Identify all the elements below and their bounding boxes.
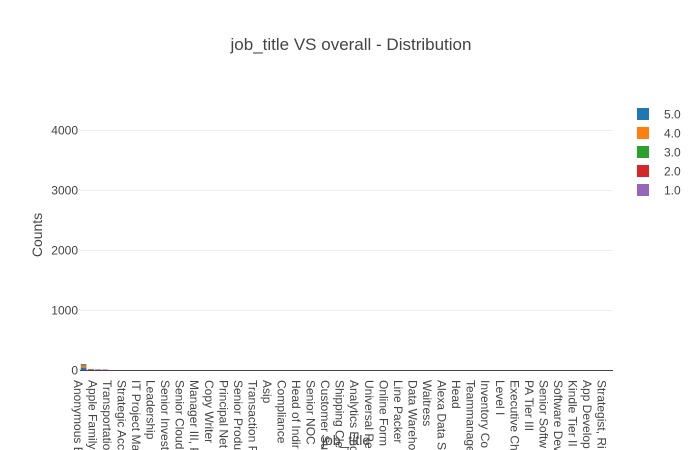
- bar-segment: [87, 369, 94, 371]
- y-tick-label: 3000: [51, 184, 78, 198]
- legend-swatch: [637, 184, 649, 196]
- bar-segment: [80, 365, 87, 368]
- legend-label: 2.0: [664, 165, 681, 179]
- legend-swatch: [637, 146, 649, 158]
- legend-swatch: [637, 108, 649, 120]
- y-axis-title: Counts: [29, 213, 45, 257]
- x-tick-label: Manager III, P: [187, 380, 201, 450]
- x-tick-label: Leadership: [144, 380, 158, 440]
- legend-swatch: [637, 165, 649, 177]
- bar-segment: [87, 368, 94, 370]
- x-tick-label: Senior Invest: [158, 380, 172, 450]
- x-tick-label: Asip: [260, 380, 274, 404]
- x-tick-label: Software Dev: [551, 380, 565, 450]
- bar-segment: [80, 364, 87, 366]
- x-tick-label: Transaction R: [245, 380, 259, 450]
- legend-label: 4.0: [664, 127, 681, 141]
- legend-swatch: [637, 127, 649, 139]
- bar-segment: [102, 369, 109, 371]
- bar-segment: [80, 367, 87, 370]
- legend: 5.0 4.0 3.0 2.0 1.0: [637, 108, 681, 198]
- x-tick-label: Line Packer: [391, 380, 405, 443]
- x-tick-label: Customer Su: [318, 380, 332, 450]
- x-tick-label: Transportatio: [100, 380, 114, 450]
- x-tick-label: Inventory Co: [478, 380, 492, 448]
- legend-label: 5.0: [664, 108, 681, 122]
- x-tick-label: Level I: [493, 380, 507, 415]
- x-tick-label: Executive Ch: [507, 380, 521, 450]
- x-tick-label: Senior Softw: [536, 380, 550, 448]
- x-axis-title: job_title: [321, 432, 370, 448]
- x-tick-label: Copy Writer: [202, 380, 216, 443]
- x-tick-label: Senior Produ: [231, 380, 245, 450]
- x-tick-label: Analytics Eng: [347, 380, 361, 450]
- x-tick-label: Senior Cloud: [173, 380, 187, 449]
- chart-title: job_title VS overall - Distribution: [230, 35, 472, 54]
- y-tick-label: 1000: [51, 304, 78, 318]
- x-tick-labels: Anonymous E Apple Family Transportatio Stra…: [71, 380, 609, 450]
- y-tick-label: 4000: [51, 124, 78, 138]
- x-tick-label: Anonymous E: [71, 380, 85, 450]
- bar-segment: [95, 369, 101, 370]
- x-tick-label: Shipping Cle: [333, 380, 347, 448]
- x-tick-label: Principal Net: [216, 380, 230, 449]
- x-tick-label: App Develop: [580, 380, 594, 449]
- x-tick-label: Compliance: [275, 380, 289, 444]
- bar-segment: [80, 364, 87, 365]
- x-tick-label: PA Tier III: [522, 380, 536, 431]
- bar-segment: [80, 364, 87, 365]
- gridlines: [80, 130, 613, 311]
- x-tick-label: Strategist, Ri: [595, 380, 609, 449]
- x-tick-label: Apple Family: [85, 380, 99, 449]
- x-tick-label: Head: [449, 380, 463, 409]
- y-tick-labels: 0 1000 2000 3000 4000: [51, 124, 78, 378]
- x-tick-label: Head of Indir: [289, 380, 303, 449]
- y-tick-label: 0: [71, 364, 78, 378]
- legend-label: 1.0: [664, 184, 681, 198]
- x-tick-label: Kindle Tier II: [566, 380, 580, 447]
- y-tick-label: 2000: [51, 244, 78, 258]
- x-tick-label: Universal Re: [362, 380, 376, 449]
- legend-label: 3.0: [664, 146, 681, 160]
- x-tick-label: Waitress: [420, 380, 434, 426]
- x-tick-label: Strategic Acc: [115, 380, 129, 450]
- x-tick-label: Data Wareho: [406, 380, 420, 450]
- x-tick-label: Senior NOC: [304, 380, 318, 445]
- x-tick-label: Alexa Data S: [435, 380, 449, 450]
- bars: [80, 364, 109, 371]
- x-tick-label: Teammanage: [464, 380, 478, 450]
- x-tick-label: Online Form: [376, 380, 390, 446]
- x-tick-label: IT Project Ma: [129, 380, 143, 450]
